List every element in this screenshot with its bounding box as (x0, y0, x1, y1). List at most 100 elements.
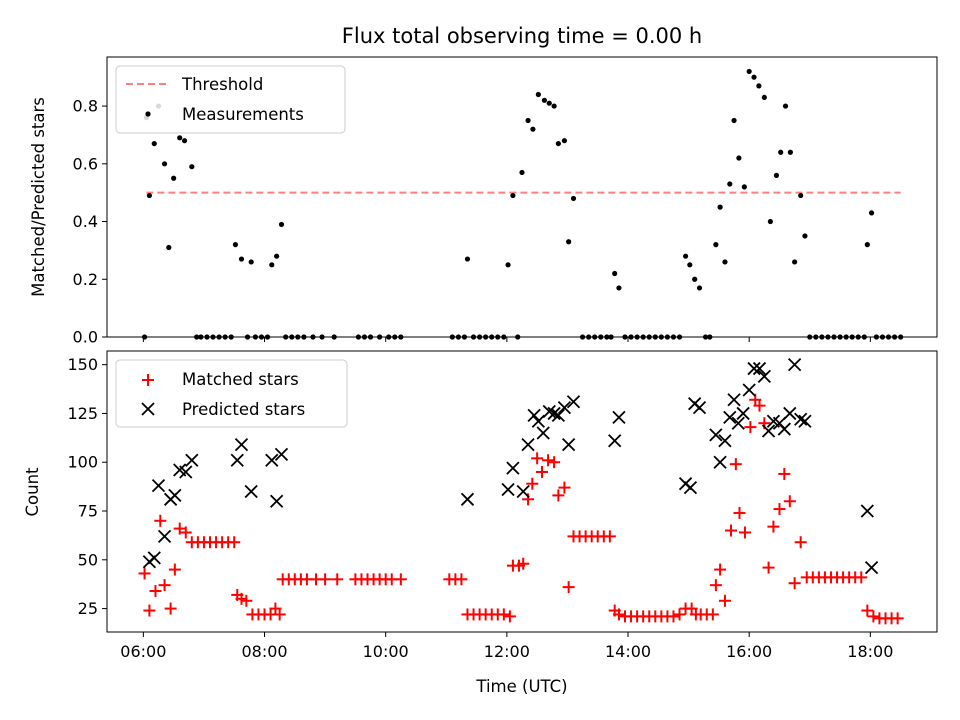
matched-star-point (319, 573, 332, 586)
predicted-star-point (787, 358, 802, 372)
measurement-point (751, 74, 757, 80)
predicted-star-point (783, 406, 797, 421)
predicted-star-point (757, 369, 771, 384)
measurement-point (773, 172, 780, 178)
measurement-point (171, 175, 177, 181)
matched-star-point (535, 465, 548, 478)
measurement-point (868, 210, 875, 216)
y-tick-label: 50 (78, 550, 98, 569)
count-panel: 25 50 75 100 125 150 06:00 08:00 10:00 12:00 14:0… (23, 350, 938, 696)
matched-star-point (855, 571, 868, 584)
measurement-point (530, 126, 536, 132)
matched-star-point (762, 561, 775, 574)
measurement-point (555, 140, 561, 147)
predicted-star-point (244, 484, 258, 499)
predicted-star-point (713, 455, 727, 469)
predicted-star-point (547, 406, 561, 421)
matched-star-point (149, 585, 162, 598)
measurement-point (717, 204, 723, 210)
legend-threshold-label: Threshold (181, 75, 263, 94)
legend-matched-label: Matched stars (182, 370, 299, 389)
y-tick-label: 0.2 (73, 270, 98, 289)
matched-star-point (773, 503, 786, 516)
ratio-y-axis-ticks: 0.0 0.2 0.4 0.6 0.8 (73, 97, 107, 347)
matched-star-point (394, 573, 407, 586)
matched-star-point (548, 456, 561, 469)
predicted-star-point (557, 400, 572, 415)
matched-star-point (673, 608, 686, 621)
matched-star-point (867, 610, 880, 623)
x-tick-label: 12:00 (484, 642, 530, 661)
y-tick-label: 0.6 (73, 154, 98, 173)
predicted-star-point (151, 479, 166, 493)
measurement-point (682, 253, 689, 259)
measurement-point (151, 140, 157, 147)
matched-star-point (531, 452, 544, 465)
legend-measurements-label: Measurements (182, 105, 304, 124)
predicted-star-point (516, 484, 530, 499)
matched-star-point (738, 526, 751, 539)
measurement-point (535, 91, 541, 98)
measurement-point (541, 97, 548, 103)
predicted-star-point (864, 560, 879, 575)
predicted-star-point (860, 504, 874, 518)
legend-predicted-label: Predicted stars (182, 400, 305, 419)
matched-star-point (138, 567, 151, 580)
y-tick-label: 0.0 (73, 328, 98, 347)
matched-star-point (744, 421, 757, 434)
measurement-point (177, 135, 183, 141)
predicted-star-point (531, 414, 545, 428)
ratio-legend-box (115, 65, 346, 134)
measurement-point (787, 149, 793, 155)
matched-star-point (552, 489, 565, 502)
y-tick-label: 150 (67, 355, 98, 374)
predicted-star-point (168, 488, 182, 503)
predicted-star-point (798, 414, 812, 428)
count-legend: Matched stars Predicted stars (115, 359, 348, 428)
matched-star-point (240, 594, 253, 607)
matched-star-point (788, 577, 801, 590)
x-tick-label: 10:00 (363, 642, 409, 661)
measurement-point (505, 262, 511, 268)
matched-star-point (861, 604, 874, 617)
x-axis-label: Time (UTC) (475, 677, 567, 696)
measurement-point (189, 164, 195, 170)
measurement-point (519, 169, 525, 176)
predicted-star-point (718, 434, 732, 448)
matched-star-point (143, 604, 156, 617)
predicted-star-point (692, 400, 707, 415)
matched-star-point (517, 557, 530, 570)
measurement-point (248, 259, 254, 265)
measurement-point (746, 68, 752, 75)
measurement-point (278, 221, 285, 228)
measurement-point (570, 195, 577, 202)
predicted-star-point (777, 422, 791, 436)
predicted-star-point (506, 461, 520, 475)
matched-star-point (154, 514, 167, 527)
measurement-point (546, 100, 552, 106)
measurement-point (232, 242, 239, 248)
measurement-point (782, 103, 789, 109)
matched-star-point (526, 477, 539, 490)
measurement-point (792, 259, 798, 265)
legend-matched-swatch (142, 374, 154, 386)
ratio-plot-frame (106, 56, 938, 338)
predicted-star-point (761, 424, 776, 438)
predicted-star-point (521, 438, 535, 452)
measurement-point (146, 192, 153, 199)
predicted-star-point (460, 492, 475, 506)
y-tick-label: 100 (67, 453, 98, 472)
count-y-axis-ticks: 25 50 75 100 125 150 (67, 355, 107, 618)
predicted-star-point (185, 453, 199, 467)
matched-star-point (612, 608, 625, 621)
matched-star-point (794, 536, 807, 549)
measurement-point (802, 233, 808, 239)
measurement-point (778, 149, 784, 155)
matched-star-point (168, 563, 181, 576)
predicted-star-point (157, 529, 172, 544)
matched-star-point (706, 608, 719, 621)
predicted-star-point (727, 393, 741, 407)
predicted-star-point (742, 383, 756, 397)
y-tick-label: 0.4 (73, 212, 98, 231)
